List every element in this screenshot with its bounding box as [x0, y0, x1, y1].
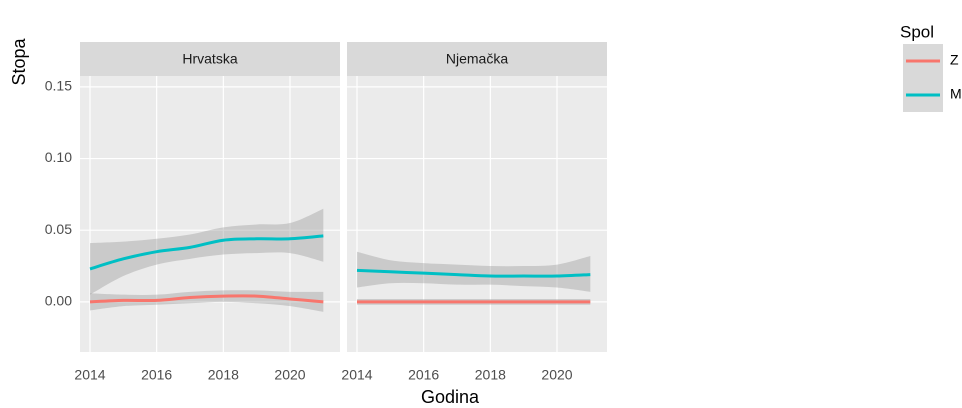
y-tick-label: 0.15	[45, 78, 72, 94]
x-tick-label: 2018	[475, 367, 506, 383]
y-axis-label: Stopa	[9, 37, 29, 85]
x-tick-label: 2016	[408, 367, 439, 383]
x-tick-label: 2014	[341, 367, 372, 383]
x-axis-label: Godina	[421, 387, 480, 407]
panel	[347, 76, 607, 352]
y-tick-label: 0.00	[45, 293, 72, 309]
confidence-band	[357, 251, 591, 292]
x-tick-label: 2016	[141, 367, 172, 383]
x-tick-label: 2018	[208, 367, 239, 383]
confidence-band	[90, 208, 324, 295]
line	[89, 294, 324, 304]
x-tick-label: 2020	[274, 367, 305, 383]
x-tick-label: 2020	[541, 367, 572, 383]
y-tick-label: 0.10	[45, 149, 72, 165]
strip	[347, 42, 607, 76]
strip-label: Njemačka	[446, 51, 508, 67]
legend-title: Spol	[900, 22, 934, 41]
y-tick-label: 0.05	[45, 221, 72, 237]
x-tick-label: 2014	[74, 367, 105, 383]
strip-label: Hrvatska	[182, 51, 237, 67]
line	[356, 268, 591, 278]
strip	[80, 42, 340, 76]
legend-label: M	[950, 86, 962, 102]
panel	[80, 76, 340, 352]
legend-label: Z	[950, 52, 959, 68]
line	[89, 234, 324, 271]
